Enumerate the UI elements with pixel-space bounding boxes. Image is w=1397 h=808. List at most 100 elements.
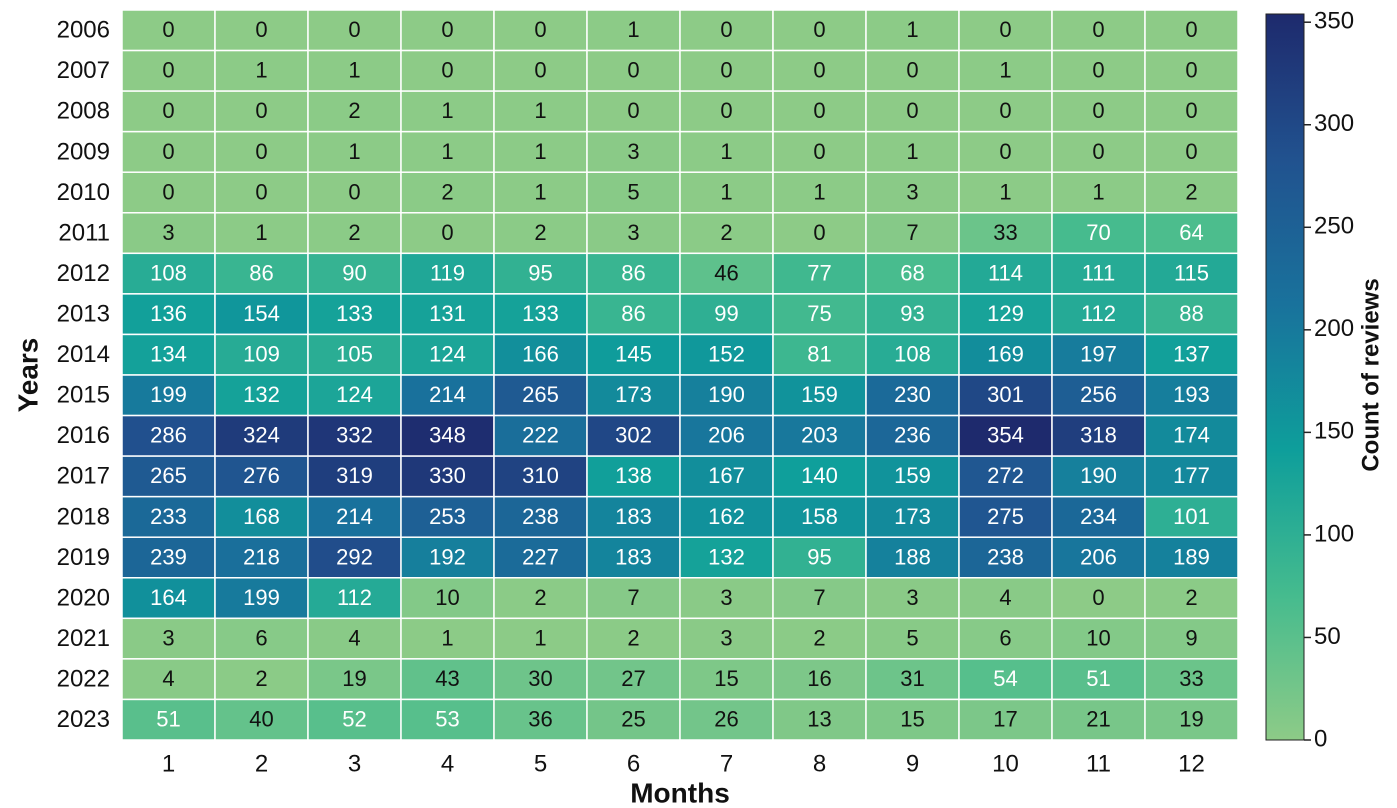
cell-label: 3 xyxy=(720,625,732,650)
cell-label: 302 xyxy=(615,423,652,448)
heat-cell xyxy=(1144,414,1239,457)
heat-cell xyxy=(493,658,588,701)
colorbar-tick-label: 50 xyxy=(1314,623,1341,650)
cell-label: 159 xyxy=(894,463,931,488)
cell-label: 2 xyxy=(348,98,360,123)
heat-cell xyxy=(679,455,774,498)
cell-label: 0 xyxy=(1092,58,1104,83)
heat-cell xyxy=(400,658,495,701)
cell-label: 109 xyxy=(243,342,280,367)
heat-cell xyxy=(121,9,216,52)
heat-cell xyxy=(214,49,309,92)
cell-label: 206 xyxy=(708,423,745,448)
heat-cell xyxy=(958,9,1053,52)
cell-label: 0 xyxy=(999,17,1011,42)
cell-label: 348 xyxy=(429,423,466,448)
cell-label: 124 xyxy=(429,342,466,367)
heat-cell xyxy=(586,9,681,52)
heat-cell xyxy=(214,252,309,295)
heat-cell xyxy=(1144,293,1239,336)
cell-label: 236 xyxy=(894,423,931,448)
colorbar-tick-label: 250 xyxy=(1314,213,1354,240)
cell-label: 0 xyxy=(720,58,732,83)
heat-cell xyxy=(214,374,309,417)
cell-label: 108 xyxy=(150,260,187,285)
heat-cell xyxy=(1144,252,1239,295)
cell-label: 234 xyxy=(1080,504,1117,529)
cell-label: 0 xyxy=(906,98,918,123)
heat-cell xyxy=(307,90,402,133)
cell-label: 1 xyxy=(348,58,360,83)
cell-label: 0 xyxy=(627,98,639,123)
heat-cell xyxy=(121,414,216,457)
cell-label: 189 xyxy=(1173,544,1210,569)
heat-cell xyxy=(1051,293,1146,336)
cell-label: 19 xyxy=(1179,707,1203,732)
cell-label: 4 xyxy=(999,585,1011,610)
cell-label: 46 xyxy=(714,260,738,285)
cell-label: 319 xyxy=(336,463,373,488)
heat-cell xyxy=(1144,617,1239,660)
cell-label: 33 xyxy=(1179,666,1203,691)
heat-cell xyxy=(679,49,774,92)
cell-label: 1 xyxy=(534,139,546,164)
cell-label: 0 xyxy=(1092,139,1104,164)
heat-cell xyxy=(493,90,588,133)
cell-label: 36 xyxy=(528,707,552,732)
heat-cell xyxy=(958,49,1053,92)
cell-label: 7 xyxy=(906,220,918,245)
heat-cell xyxy=(1144,333,1239,376)
heat-cell xyxy=(400,49,495,92)
cell-label: 2 xyxy=(441,179,453,204)
cell-label: 3 xyxy=(906,585,918,610)
heat-cell xyxy=(772,617,867,660)
heat-cell xyxy=(214,455,309,498)
cell-label: 5 xyxy=(906,625,918,650)
cell-label: 3 xyxy=(720,585,732,610)
cell-label: 1 xyxy=(627,17,639,42)
heat-cell xyxy=(1051,455,1146,498)
cell-label: 70 xyxy=(1086,220,1110,245)
heat-cell xyxy=(214,658,309,701)
y-tick-label: 2020 xyxy=(57,584,110,611)
heat-cell xyxy=(1144,495,1239,538)
x-tick-label: 4 xyxy=(441,750,454,777)
heat-cell xyxy=(865,414,960,457)
cell-label: 0 xyxy=(162,179,174,204)
cell-label: 105 xyxy=(336,342,373,367)
cell-label: 1 xyxy=(906,17,918,42)
cell-label: 1 xyxy=(813,179,825,204)
heat-cell xyxy=(958,577,1053,620)
cell-label: 1 xyxy=(720,179,732,204)
heat-cell xyxy=(679,90,774,133)
cell-label: 40 xyxy=(249,707,273,732)
cell-label: 0 xyxy=(534,58,546,83)
cell-label: 15 xyxy=(714,666,738,691)
cell-label: 0 xyxy=(348,179,360,204)
heat-cell xyxy=(679,333,774,376)
cell-label: 1 xyxy=(720,139,732,164)
cell-label: 265 xyxy=(150,463,187,488)
heat-cell xyxy=(772,333,867,376)
cell-label: 132 xyxy=(708,544,745,569)
heat-cell xyxy=(1051,130,1146,173)
y-tick-label: 2022 xyxy=(57,666,110,693)
heat-cell xyxy=(958,130,1053,173)
heat-cell xyxy=(586,130,681,173)
heat-cell xyxy=(493,577,588,620)
cell-label: 112 xyxy=(337,585,372,610)
cell-label: 1 xyxy=(255,58,267,83)
cell-label: 199 xyxy=(243,585,280,610)
x-tick-label: 9 xyxy=(906,750,919,777)
y-tick-label: 2017 xyxy=(57,463,110,490)
cell-label: 0 xyxy=(441,17,453,42)
heat-cell xyxy=(1051,171,1146,214)
cell-label: 1 xyxy=(1092,179,1104,204)
heat-cell xyxy=(958,212,1053,255)
cell-label: 2 xyxy=(627,625,639,650)
x-tick-label: 2 xyxy=(255,750,268,777)
heat-cell xyxy=(772,374,867,417)
heat-cell xyxy=(214,171,309,214)
heat-cell xyxy=(586,698,681,741)
